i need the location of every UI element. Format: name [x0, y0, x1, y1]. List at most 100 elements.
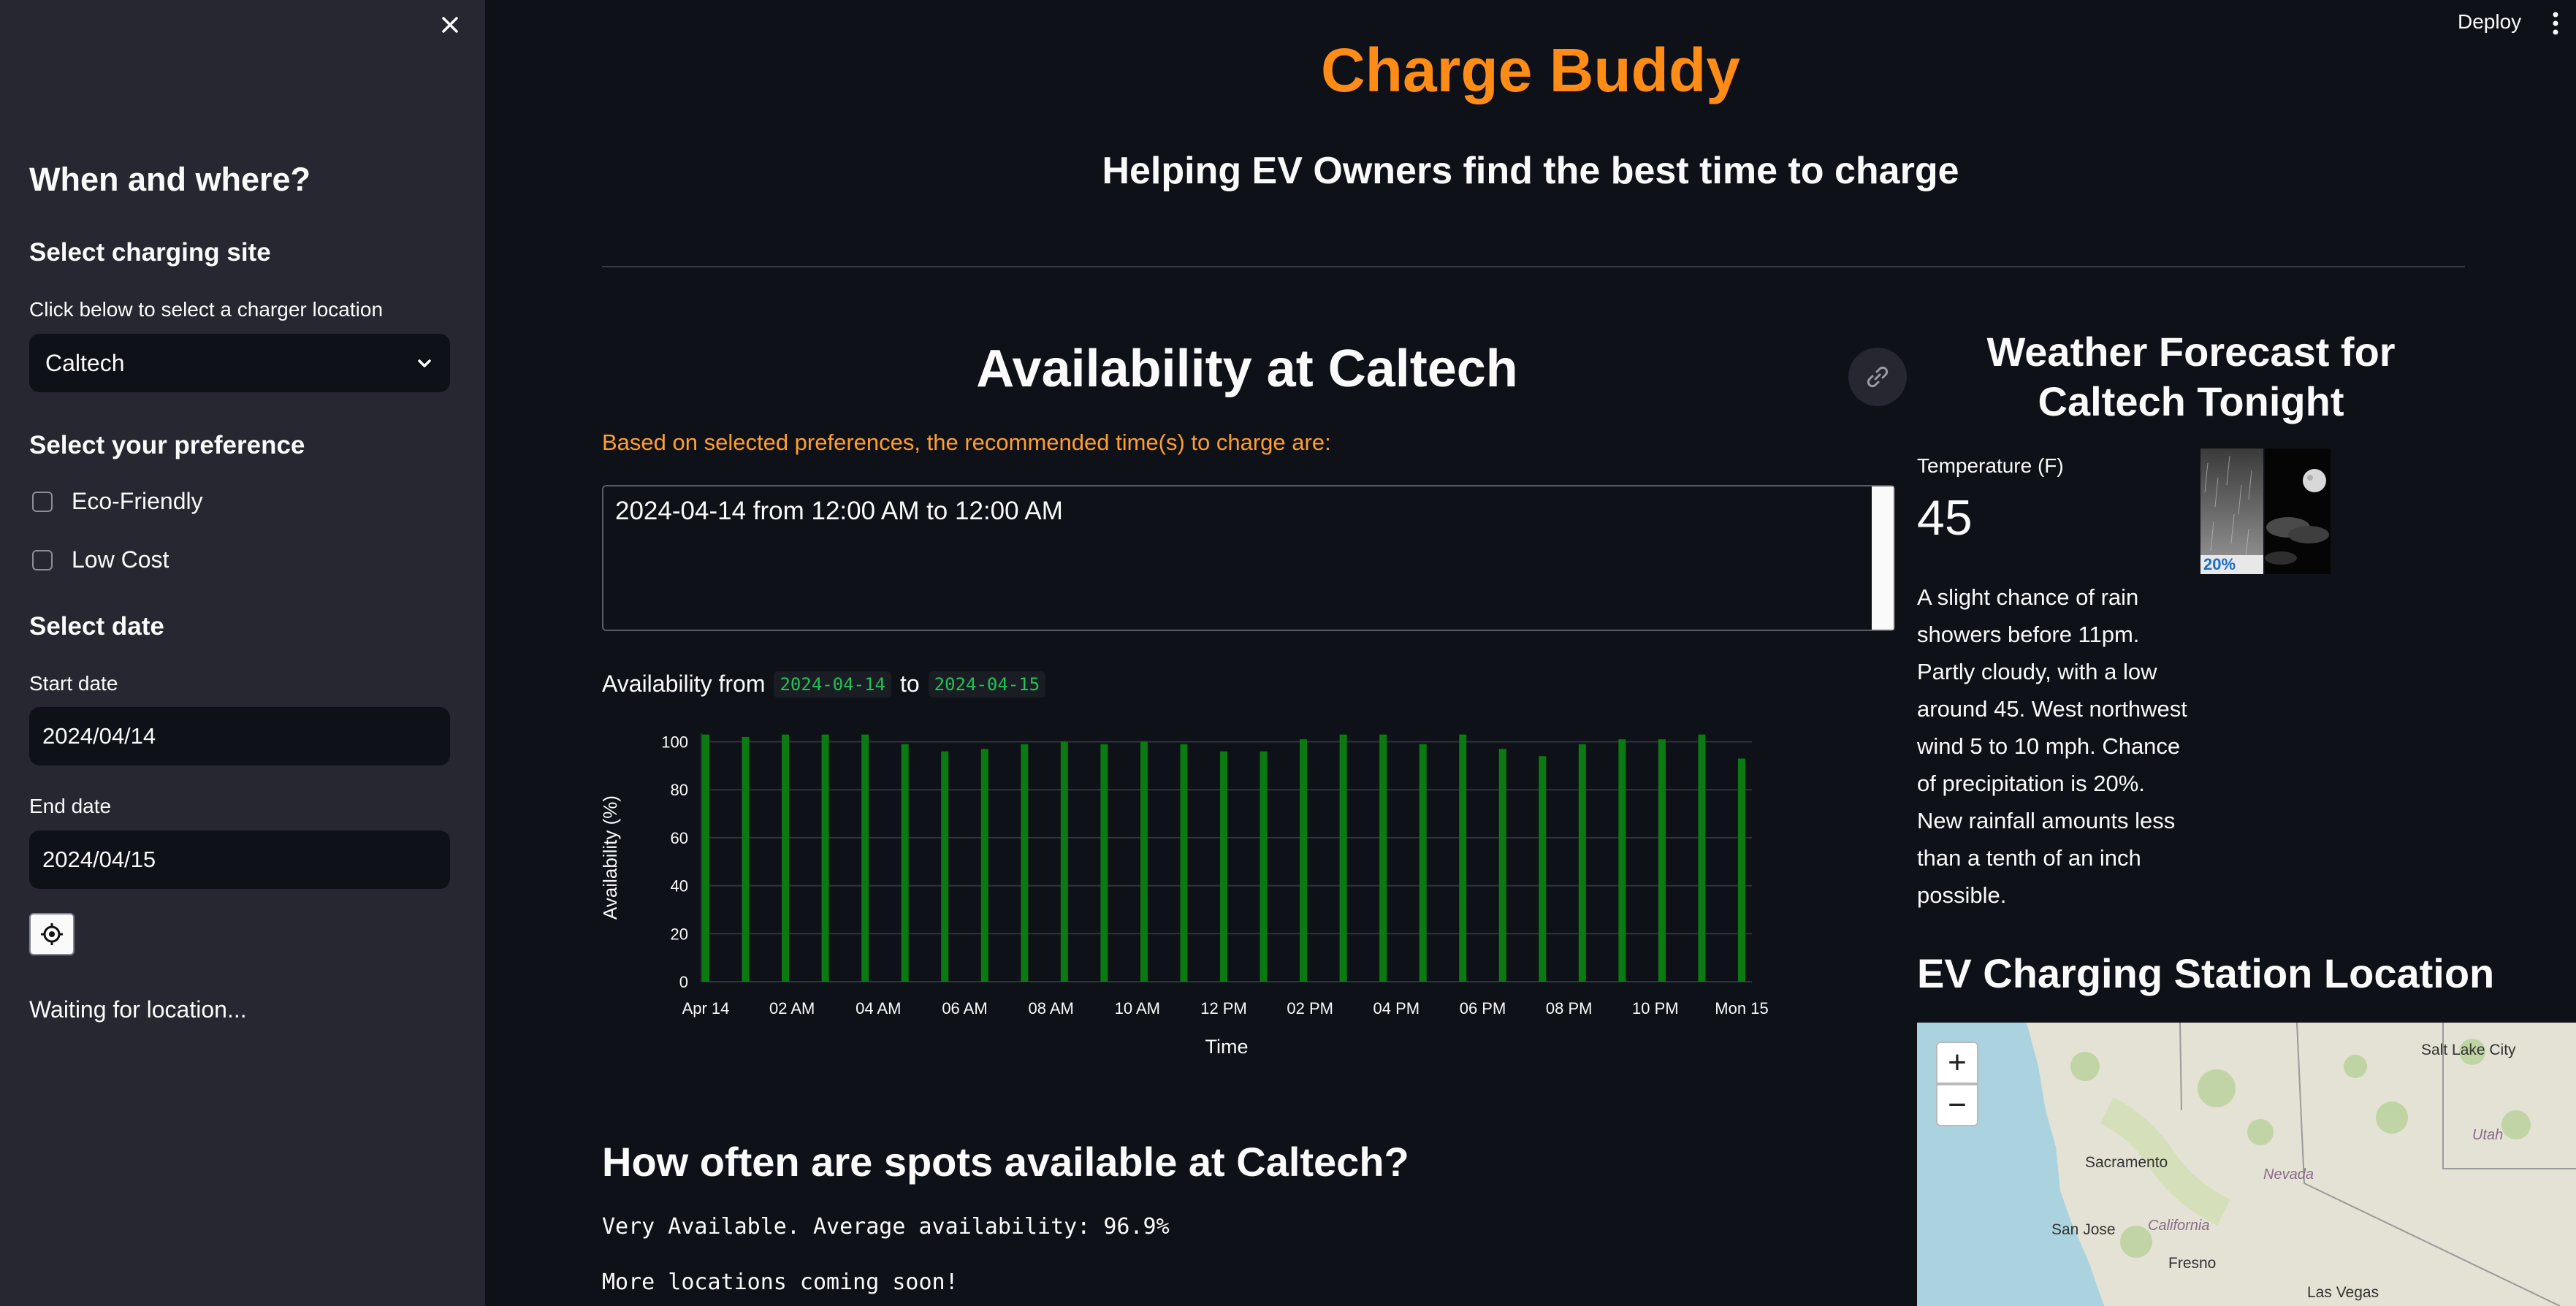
chart-bar: [980, 749, 988, 982]
chart-bar: [1738, 758, 1745, 982]
chart-bar: [821, 734, 829, 982]
temperature-value: 45: [1917, 490, 1973, 546]
chart-bar: [1140, 741, 1148, 982]
start-date-label: Start date: [29, 672, 118, 695]
map-label: Fresno: [2168, 1255, 2216, 1272]
chart-bar: [1100, 744, 1108, 982]
recommendation-caption: Based on selected preferences, the recom…: [602, 429, 1331, 455]
y-tick-label: 0: [679, 973, 688, 991]
site-select-value: Caltech: [45, 349, 125, 376]
link-icon: [1867, 366, 1889, 388]
map-label: Utah: [2472, 1127, 2503, 1143]
map-title: EV Charging Station Location: [1917, 950, 2495, 996]
chevron-down-icon: [418, 359, 431, 367]
rain-night-icon: 20%: [2200, 448, 2331, 574]
chart-bar: [1060, 741, 1068, 982]
checkbox-label: Low Cost: [72, 546, 169, 573]
sidebar-heading: When and where?: [29, 161, 311, 198]
anchor-link-button[interactable]: [1848, 348, 1907, 406]
site-select[interactable]: Caltech: [29, 334, 450, 392]
range-start-code: 2024-04-14: [774, 671, 891, 698]
more-locations-text: More locations coming soon!: [602, 1269, 959, 1295]
x-tick-label: 06 AM: [942, 999, 987, 1017]
chart-bar: [1180, 744, 1188, 982]
map-tiles: Salt Lake City Utah Sacramento Nevada Sa…: [1917, 1023, 2576, 1306]
pref-heading: Select your preference: [29, 431, 305, 459]
y-tick-label: 60: [671, 829, 688, 847]
checkbox-label: Eco-Friendly: [72, 488, 203, 514]
chart-bar: [1578, 744, 1586, 982]
x-tick-label: 08 AM: [1028, 999, 1073, 1017]
divider: [602, 266, 2465, 267]
range-prefix: Availability from: [602, 671, 766, 697]
chart-bar: [1300, 739, 1308, 982]
temperature-label: Temperature (F): [1917, 454, 2064, 477]
map-label: Salt Lake City: [2421, 1042, 2516, 1058]
x-tick-label: 12 PM: [1200, 999, 1247, 1017]
chart-bar: [1618, 739, 1626, 982]
chart-bar: [1498, 749, 1506, 982]
chart-bar: [1698, 734, 1706, 982]
chart-bar: [1658, 739, 1666, 982]
y-tick-label: 100: [661, 733, 688, 751]
chart-bar: [901, 744, 909, 982]
y-tick-label: 20: [671, 925, 688, 943]
y-axis-title: Availability (%): [599, 795, 621, 920]
chart-bar: [1419, 744, 1427, 982]
x-tick-label: 10 PM: [1632, 999, 1679, 1017]
start-date-input[interactable]: 2024/04/14: [29, 707, 450, 765]
date-heading: Select date: [29, 612, 164, 641]
recommendation-text: 2024-04-14 from 12:00 AM to 12:00 AM: [615, 497, 1063, 525]
x-tick-label: 02 AM: [769, 999, 815, 1017]
availability-chart: 0 20 40 60 80 100 Apr 14 02 AM 04 AM 06 AM 08 AM 10…: [599, 733, 1769, 1058]
crosshair-icon: [41, 923, 63, 945]
y-tick-label: 80: [671, 781, 688, 799]
location-status: Waiting for location...: [29, 996, 247, 1023]
checkbox-box: [32, 491, 53, 512]
chart-bar: [1459, 734, 1467, 982]
sidebar: When and where? Select charging site Cli…: [0, 0, 485, 1306]
end-date-label: End date: [29, 795, 112, 817]
low-cost-checkbox[interactable]: Low Cost: [32, 546, 169, 573]
more-menu-icon[interactable]: [2551, 10, 2560, 37]
chart-bar: [1220, 751, 1227, 982]
map-label: California: [2148, 1218, 2209, 1234]
eco-friendly-checkbox[interactable]: Eco-Friendly: [32, 488, 203, 515]
map-label: Nevada: [2263, 1166, 2314, 1183]
x-tick-label: 04 PM: [1373, 999, 1420, 1017]
recommendation-textarea[interactable]: 2024-04-14 from 12:00 AM to 12:00 AM: [602, 485, 1895, 631]
chart-bar: [742, 736, 750, 982]
x-tick-label: Mon 15: [1715, 999, 1768, 1017]
chart-bar: [1021, 744, 1029, 982]
precip-badge: 20%: [2203, 555, 2236, 573]
often-text: Very Available. Average availability: 96…: [602, 1214, 1170, 1240]
chart-bar: [1339, 734, 1347, 982]
end-date-input[interactable]: 2024/04/15: [29, 830, 450, 889]
zoom-out-button[interactable]: −: [1936, 1084, 1978, 1126]
chart-bar: [1260, 751, 1268, 982]
range-end-code: 2024-04-15: [928, 671, 1046, 698]
x-tick-label: 02 PM: [1287, 999, 1333, 1017]
x-tick-label: 10 AM: [1115, 999, 1160, 1017]
get-location-button[interactable]: [29, 913, 75, 955]
zoom-in-button[interactable]: +: [1936, 1042, 1978, 1084]
x-tick-label: Apr 14: [682, 999, 730, 1017]
x-tick-label: 08 PM: [1546, 999, 1593, 1017]
deploy-button[interactable]: Deploy: [2458, 10, 2522, 33]
weather-description: A slight chance of rain showers before 1…: [1917, 584, 2187, 908]
textarea-scrollbar[interactable]: [1872, 486, 1894, 630]
checkbox-box: [32, 549, 53, 570]
availability-title: Availability at Caltech: [976, 340, 1518, 398]
start-date-value: 2024/04/14: [42, 723, 156, 749]
station-map[interactable]: Salt Lake City Utah Sacramento Nevada Sa…: [1917, 1023, 2576, 1306]
map-label: Las Vegas: [2307, 1284, 2379, 1301]
app-title: Charge Buddy: [1320, 36, 1741, 104]
chart-bar: [1539, 756, 1547, 982]
chart-bar: [782, 734, 790, 982]
x-tick-label: 06 PM: [1460, 999, 1506, 1017]
y-tick-label: 40: [671, 877, 688, 896]
x-axis-title: Time: [1205, 1036, 1249, 1058]
chart-bar: [1379, 734, 1387, 982]
close-sidebar-icon[interactable]: [437, 12, 463, 38]
map-label: San Jose: [2051, 1221, 2116, 1238]
